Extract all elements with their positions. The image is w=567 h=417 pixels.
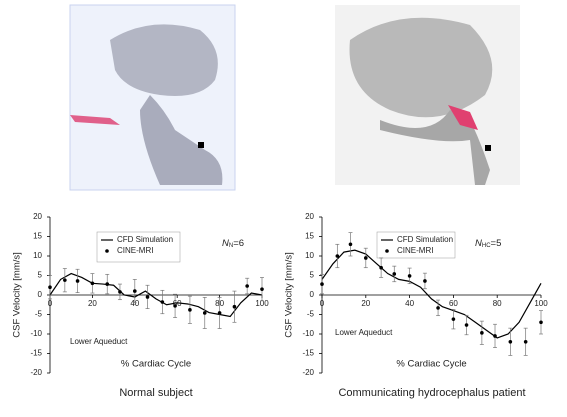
mri-point xyxy=(523,340,528,344)
y-tick-label: -20 xyxy=(30,368,42,377)
mri-point xyxy=(63,278,67,282)
mri-point xyxy=(173,304,177,308)
y-tick-label: 10 xyxy=(305,251,314,260)
y-tick-label: -10 xyxy=(30,329,42,338)
y-tick-label: 0 xyxy=(38,290,43,299)
x-tick-label: 0 xyxy=(48,299,53,308)
y-tick-label: 15 xyxy=(33,232,42,241)
mri-point xyxy=(245,284,249,288)
y-tick-label: 20 xyxy=(305,212,314,221)
sample-size: NN=6 xyxy=(222,238,244,249)
legend-box xyxy=(376,231,456,259)
sample-size-part: N xyxy=(229,243,233,249)
mri-point xyxy=(493,334,497,338)
y-tick-label: 10 xyxy=(33,251,42,260)
x-tick-label: 80 xyxy=(493,299,502,308)
mri-point xyxy=(348,242,353,247)
y-tick-label: -15 xyxy=(302,349,314,358)
x-tick-label: 40 xyxy=(130,299,139,308)
y-tick-label: -10 xyxy=(302,329,314,338)
mri-point xyxy=(105,282,110,286)
mri-point xyxy=(379,265,383,270)
mri-point xyxy=(133,289,137,293)
legend-marker xyxy=(385,249,389,253)
mri-point xyxy=(423,279,427,283)
x-tick-label: 100 xyxy=(255,299,269,308)
mri-point xyxy=(392,272,397,276)
cfd-line xyxy=(49,272,263,318)
mri-point xyxy=(217,311,222,315)
y-tick-label: -15 xyxy=(30,349,42,358)
legend-label: CINE-MRI xyxy=(397,246,433,255)
y-tick-label: -20 xyxy=(302,368,314,377)
legend-label: CFD Simulation xyxy=(397,235,453,244)
sample-size-part: =5 xyxy=(491,238,502,249)
y-tick-label: 20 xyxy=(33,212,42,221)
y-tick-label: 5 xyxy=(38,271,43,280)
mri-point xyxy=(451,317,456,321)
mri-point xyxy=(364,256,368,260)
sample-size: NHC=5 xyxy=(475,238,501,249)
y-tick-label: 15 xyxy=(305,232,314,241)
mri-point xyxy=(539,320,543,325)
x-tick-label: 40 xyxy=(405,299,414,308)
x-tick-label: 100 xyxy=(534,299,548,308)
mri-point xyxy=(160,300,165,304)
mri-point xyxy=(48,285,52,290)
mri-point xyxy=(260,287,264,291)
x-tick-label: 60 xyxy=(449,299,458,308)
sample-size-part: =6 xyxy=(233,238,244,249)
image-patient xyxy=(335,5,520,185)
mri-point xyxy=(436,306,440,310)
mri-point xyxy=(464,323,469,327)
sample-size-part: N xyxy=(222,238,229,249)
annotation: Lower Aqueduct xyxy=(335,328,393,337)
y-axis-label: CSF Velocity [mm/s] xyxy=(12,252,23,338)
x-axis-label: % Cardiac Cycle xyxy=(121,359,191,370)
y-tick-label: 0 xyxy=(310,290,315,299)
mri-point xyxy=(335,254,340,258)
mri-point xyxy=(320,282,324,286)
x-axis-label: % Cardiac Cycle xyxy=(396,359,466,370)
x-tick-label: 20 xyxy=(361,299,370,308)
x-tick-label: 20 xyxy=(88,299,97,308)
mri-point xyxy=(232,304,237,309)
legend-label: CINE-MRI xyxy=(117,246,153,255)
legend-marker xyxy=(105,249,109,253)
mri-point xyxy=(508,340,513,344)
mri-point xyxy=(407,274,412,278)
mri-point xyxy=(118,290,122,294)
caption: Communicating hydrocephalus patient xyxy=(338,387,525,399)
y-tick-label: -5 xyxy=(35,310,43,319)
mri-point xyxy=(188,308,192,312)
mri-point xyxy=(480,331,484,335)
mri-point xyxy=(75,279,80,283)
legend-label: CFD Simulation xyxy=(117,235,173,244)
cfd-line xyxy=(321,249,542,339)
caption: Normal subject xyxy=(119,387,192,399)
x-tick-label: 0 xyxy=(320,299,325,308)
mri-point xyxy=(90,281,95,286)
sample-size-part: N xyxy=(475,238,482,249)
y-tick-label: 5 xyxy=(310,271,315,280)
image-normal xyxy=(69,4,236,191)
y-axis-label: CSF Velocity [mm/s] xyxy=(284,252,295,338)
y-tick-label: -5 xyxy=(307,310,315,319)
sample-size-part: HC xyxy=(482,243,491,249)
x-tick-label: 60 xyxy=(173,299,182,308)
legend-box xyxy=(96,231,181,263)
annotation: Lower Aqueduct xyxy=(70,337,128,346)
mri-point xyxy=(145,295,150,299)
mri-point xyxy=(202,311,207,315)
